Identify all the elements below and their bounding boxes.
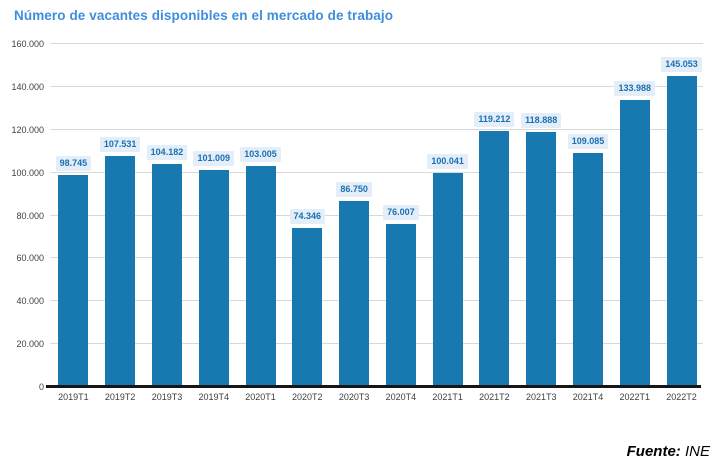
source-label: Fuente:: [626, 443, 681, 460]
bar-group-2020T2: 74.346: [284, 44, 331, 387]
plot-area: 98.745 107.531 104.182 101.009 103.005 74.346…: [46, 43, 705, 388]
x-tick-label: 2022T2: [666, 392, 697, 402]
bar-group-2020T4: 76.007: [377, 44, 424, 387]
bar-value-label: 101.009: [193, 151, 234, 167]
x-tick-label: 2019T3: [151, 392, 183, 402]
x-tick-label: 2022T1: [619, 392, 651, 402]
y-tick-label: 120.000: [11, 124, 44, 135]
bar-value-label: 118.888: [521, 113, 562, 129]
gridline: [50, 171, 703, 173]
y-tick-label: 0: [38, 382, 44, 392]
x-axis-labels: 2019T1 2019T2 2019T3 2019T4 2020T1 2020T2 2020…: [50, 392, 705, 402]
source-note: Fuente: INE: [627, 443, 710, 460]
x-tick-label: 2019T1: [58, 392, 89, 402]
bar-group-2019T3: 104.182: [144, 44, 191, 387]
bar-group-2021T2: 119.212: [471, 44, 518, 387]
bars: 98.745 107.531 104.182 101.009 103.005 74.346…: [50, 44, 705, 387]
bar-value-label: 109.085: [567, 134, 609, 150]
bar: [339, 201, 370, 387]
x-tick-label: 2020T2: [292, 392, 323, 402]
bar-value-label: 86.750: [336, 182, 372, 198]
bar-value-label: 100.041: [427, 153, 468, 169]
bar-value-label: 74.346: [289, 208, 326, 224]
bar: [479, 131, 510, 387]
bar: [666, 76, 697, 387]
y-tick-label: 40.000: [16, 296, 44, 307]
y-tick-label: 140.000: [11, 81, 44, 92]
bar-group-2019T2: 107.531: [97, 44, 144, 387]
bar-value-label: 107.531: [99, 137, 141, 153]
x-tick-label: 2020T3: [338, 392, 370, 402]
y-tick-label: 80.000: [16, 210, 44, 221]
x-tick-label: 2021T2: [479, 392, 510, 402]
bar-group-2020T1: 103.005: [237, 44, 284, 387]
bar-value-label: 104.182: [146, 144, 188, 160]
bar: [432, 172, 463, 387]
bar-group-2021T1: 100.041: [424, 44, 471, 387]
bar: [292, 227, 323, 387]
bar-group-2021T3: 118.888: [518, 44, 565, 387]
gridline: [50, 43, 703, 44]
x-tick-label: 2019T2: [104, 392, 136, 402]
bar-group-2019T4: 101.009: [190, 44, 237, 387]
bar-value-label: 76.007: [383, 205, 419, 221]
bar-value-label: 98.745: [55, 156, 92, 172]
x-tick-label: 2021T3: [525, 392, 557, 402]
bar: [572, 153, 603, 387]
bar: [198, 170, 229, 387]
bar-value-label: 103.005: [240, 147, 281, 163]
bar-group-2022T1: 133.988: [611, 44, 658, 387]
bar: [105, 156, 136, 387]
gridline: [50, 343, 703, 345]
bar-group-2019T1: 98.745: [50, 44, 97, 387]
x-axis-line: [46, 385, 701, 388]
y-tick-label: 100.000: [11, 167, 44, 178]
gridline: [50, 300, 703, 302]
y-tick-label: 60.000: [16, 253, 44, 264]
x-tick-label: 2020T1: [245, 392, 276, 402]
bar-value-label: 133.988: [614, 80, 656, 96]
x-tick-label: 2021T4: [572, 392, 604, 402]
chart-title: Número de vacantes disponibles en el mer…: [14, 8, 394, 23]
x-tick-label: 2021T1: [432, 392, 463, 402]
gridline: [50, 214, 703, 216]
bar-group-2020T3: 86.750: [331, 44, 378, 387]
bar: [58, 175, 89, 387]
bar: [385, 224, 416, 387]
y-tick-label: 20.000: [16, 339, 44, 350]
x-tick-label: 2020T4: [385, 392, 417, 402]
bar: [151, 163, 182, 387]
gridline: [50, 128, 703, 130]
bar-value-label: 145.053: [661, 57, 702, 73]
x-tick-label: 2019T4: [198, 392, 229, 402]
bar-group-2022T2: 145.053: [658, 44, 705, 387]
gridline: [50, 257, 703, 259]
source-value: INE: [684, 443, 710, 460]
gridline: [50, 85, 703, 87]
bar: [526, 132, 557, 387]
bar: [245, 166, 276, 387]
y-tick-label: 160.000: [11, 39, 44, 49]
bar-value-label: 119.212: [474, 112, 515, 128]
bar: [619, 99, 650, 387]
bar-group-2021T4: 109.085: [565, 44, 612, 387]
